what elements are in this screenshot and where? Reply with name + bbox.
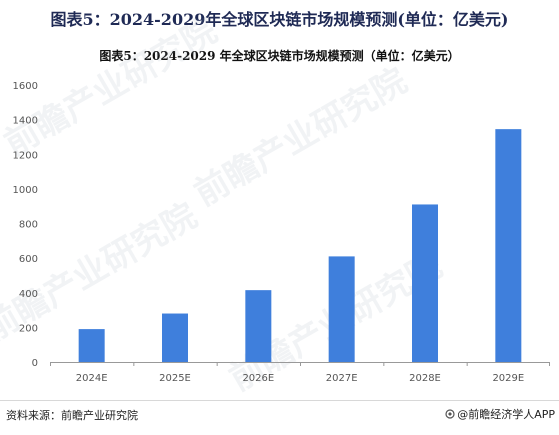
bar-2027E [328,256,355,362]
app-logo-icon [445,409,455,419]
footer-divider [0,400,559,401]
x-tick-label: 2027E [326,373,358,384]
x-tick-label: 2025E [159,373,191,384]
y-axis: 0 200 400 600 800 1000 1200 1400 1600 [13,81,38,369]
y-tick-label: 1200 [13,150,38,161]
y-tick-label: 400 [19,289,38,300]
y-tick-label: 800 [19,220,38,231]
app-credit: @前瞻经济学人APP [445,406,555,422]
y-tick-label: 1000 [13,185,38,196]
source-note: 资料来源：前瞻产业研究院 [6,409,138,422]
x-axis: 2024E 2025E 2026E 2027E 2028E 2029E [50,362,550,384]
bar-2026E [245,290,272,362]
y-tick-label: 600 [19,254,38,265]
bar-2025E [162,313,188,362]
y-tick-label: 200 [19,323,38,334]
bar-2029E [495,129,522,362]
app-credit-label: @前瞻经济学人APP [457,408,555,421]
bar-2024E [78,329,105,362]
x-tick-label: 2028E [409,373,441,384]
y-tick-label: 1600 [13,81,38,92]
x-tick-label: 2029E [492,373,524,384]
y-tick-label: 0 [32,358,38,369]
chart-title: 图表5：2024-2029 年全球区块链市场规模预测（单位：亿美元） [99,49,460,63]
x-tick-label: 2024E [76,373,108,384]
x-tick-label: 2026E [242,373,274,384]
bar-chart: 0 200 400 600 800 1000 1200 1400 1600 2024E 2025E… [13,81,550,384]
bars [78,129,522,362]
y-tick-label: 1400 [13,116,38,127]
page-title: 图表5：2024-2029年全球区块链市场规模预测(单位：亿美元) [50,10,509,29]
bar-2028E [412,204,438,362]
